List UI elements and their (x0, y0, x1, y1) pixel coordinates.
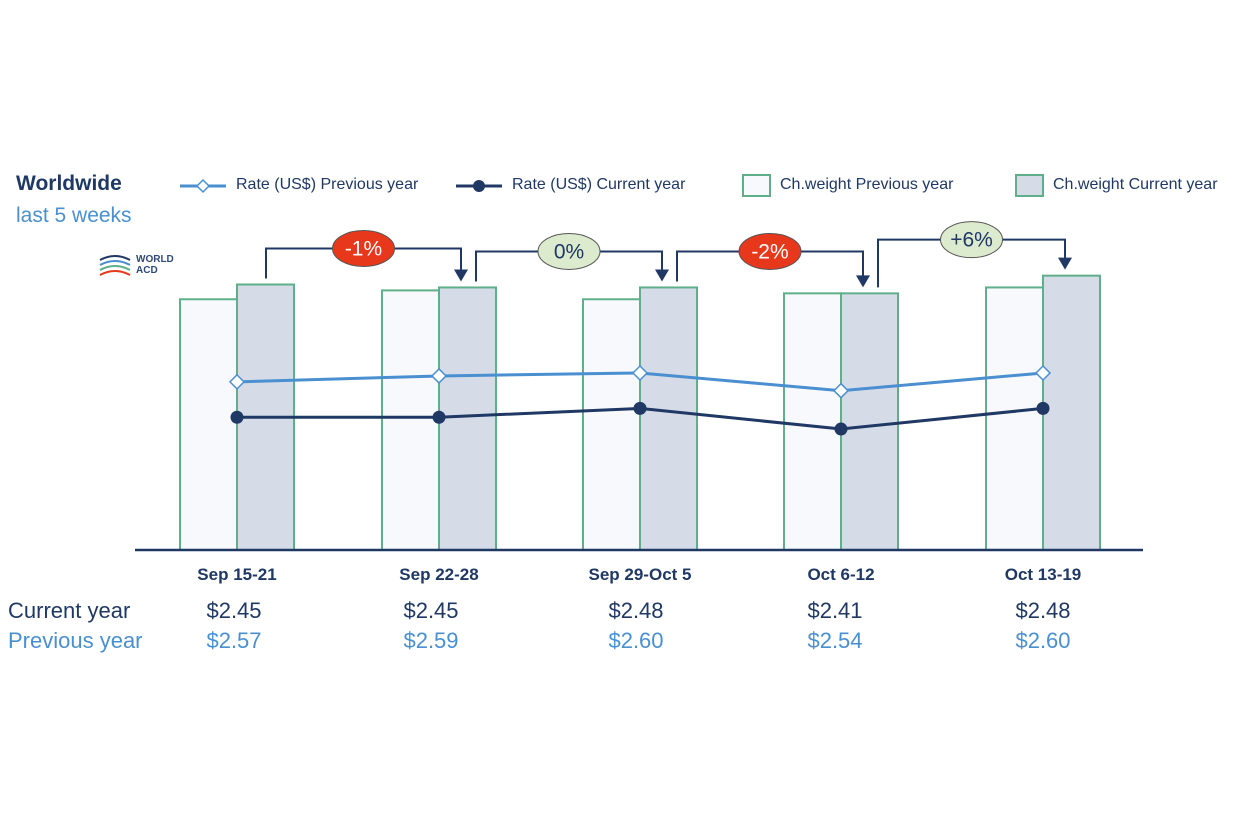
previous-year-value: $2.60 (1015, 628, 1071, 653)
line-diamond-icon (180, 178, 226, 194)
change-badge-label: 0% (554, 240, 584, 263)
change-badge (738, 232, 802, 270)
current-year-value: $2.41 (807, 598, 863, 623)
world-acd-logo: WORLD ACD (98, 252, 198, 282)
chart-title: Worldwide (16, 172, 122, 195)
change-arrow-icon (856, 275, 870, 288)
current-year-value: $2.45 (206, 598, 262, 623)
rate-current-point (1036, 401, 1050, 415)
rate-current-point (834, 422, 848, 436)
bar-weight-current (438, 286, 497, 551)
previous-year-row-label: Previous year (8, 628, 143, 653)
x-tick-label: Sep 29-Oct 5 (589, 565, 692, 584)
globe-icon (99, 255, 131, 276)
legend-label: Rate (US$) Current year (512, 176, 686, 193)
legend-label: Ch.weight Previous year (780, 176, 954, 193)
change-badge-label: -2% (751, 240, 788, 263)
rate-current-point (230, 410, 244, 424)
change-arrow-icon (655, 269, 669, 282)
change-arrow-icon (454, 269, 468, 282)
previous-year-value: $2.57 (206, 628, 262, 653)
previous-year-value: $2.59 (403, 628, 459, 653)
current-year-value: $2.45 (403, 598, 459, 623)
rate-previous-point (631, 364, 649, 382)
change-badge-label: +6% (950, 229, 993, 252)
bar-weight-current (639, 286, 698, 551)
rate-previous-point (228, 373, 246, 390)
bar-weight-previous (985, 286, 1044, 551)
x-tick-label: Oct 6-12 (807, 565, 874, 584)
current-year-row-label: Current year (8, 598, 131, 623)
rate-previous-point (1034, 364, 1052, 382)
logo-text-line2: ACD (136, 265, 158, 276)
current-year-value: $2.48 (1015, 598, 1071, 623)
bar-weight-current (1042, 274, 1101, 551)
previous-year-value: $2.54 (807, 628, 863, 653)
x-tick-label: Sep 15-21 (197, 565, 276, 584)
change-badge (332, 230, 395, 267)
rate-current-point (633, 401, 647, 415)
x-tick-label: Sep 22-28 (399, 565, 478, 584)
bar-weight-previous (381, 289, 440, 551)
bar-filled-icon (1015, 174, 1044, 197)
change-badge (537, 232, 601, 270)
bar-weight-previous (582, 298, 641, 551)
change-arrow-icon (1058, 257, 1072, 270)
change-badge (940, 221, 1003, 259)
bar-outline-icon (742, 174, 771, 197)
bar-weight-current (840, 292, 899, 551)
bar-weight-previous (179, 298, 238, 551)
rate-previous-point (832, 382, 850, 399)
logo-text: WORLD ACD (136, 254, 174, 276)
chart-subtitle: last 5 weeks (16, 204, 132, 227)
x-tick-label: Oct 13-19 (1005, 565, 1082, 584)
rate-previous-point (430, 367, 448, 385)
previous-year-value: $2.60 (608, 628, 664, 653)
bar-weight-previous (783, 292, 842, 551)
legend-label: Rate (US$) Previous year (236, 176, 419, 193)
logo-text-line1: WORLD (136, 254, 174, 265)
current-year-value: $2.48 (608, 598, 664, 623)
line-dot-icon (456, 180, 502, 192)
rate-current-point (432, 410, 446, 424)
legend-label: Ch.weight Current year (1053, 176, 1218, 193)
change-badge-label: -1% (345, 238, 382, 261)
